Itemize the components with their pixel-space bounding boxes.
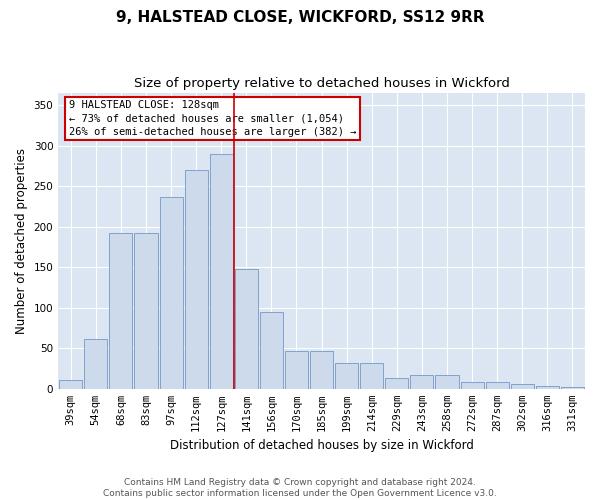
Bar bbox=[536, 386, 559, 389]
Bar bbox=[461, 382, 484, 389]
X-axis label: Distribution of detached houses by size in Wickford: Distribution of detached houses by size … bbox=[170, 440, 473, 452]
Bar bbox=[84, 340, 107, 389]
Bar bbox=[360, 363, 383, 389]
Bar bbox=[436, 375, 458, 389]
Text: 9 HALSTEAD CLOSE: 128sqm
← 73% of detached houses are smaller (1,054)
26% of sem: 9 HALSTEAD CLOSE: 128sqm ← 73% of detach… bbox=[69, 100, 356, 137]
Bar bbox=[134, 233, 158, 389]
Bar bbox=[59, 380, 82, 389]
Bar bbox=[310, 350, 333, 389]
Bar bbox=[561, 387, 584, 389]
Y-axis label: Number of detached properties: Number of detached properties bbox=[15, 148, 28, 334]
Title: Size of property relative to detached houses in Wickford: Size of property relative to detached ho… bbox=[134, 78, 509, 90]
Bar bbox=[511, 384, 534, 389]
Bar bbox=[160, 197, 182, 389]
Bar bbox=[185, 170, 208, 389]
Bar bbox=[260, 312, 283, 389]
Text: Contains HM Land Registry data © Crown copyright and database right 2024.
Contai: Contains HM Land Registry data © Crown c… bbox=[103, 478, 497, 498]
Bar bbox=[385, 378, 409, 389]
Bar bbox=[410, 375, 433, 389]
Bar bbox=[235, 269, 258, 389]
Text: 9, HALSTEAD CLOSE, WICKFORD, SS12 9RR: 9, HALSTEAD CLOSE, WICKFORD, SS12 9RR bbox=[116, 10, 484, 25]
Bar bbox=[209, 154, 233, 389]
Bar bbox=[485, 382, 509, 389]
Bar bbox=[285, 350, 308, 389]
Bar bbox=[109, 233, 133, 389]
Bar bbox=[335, 363, 358, 389]
